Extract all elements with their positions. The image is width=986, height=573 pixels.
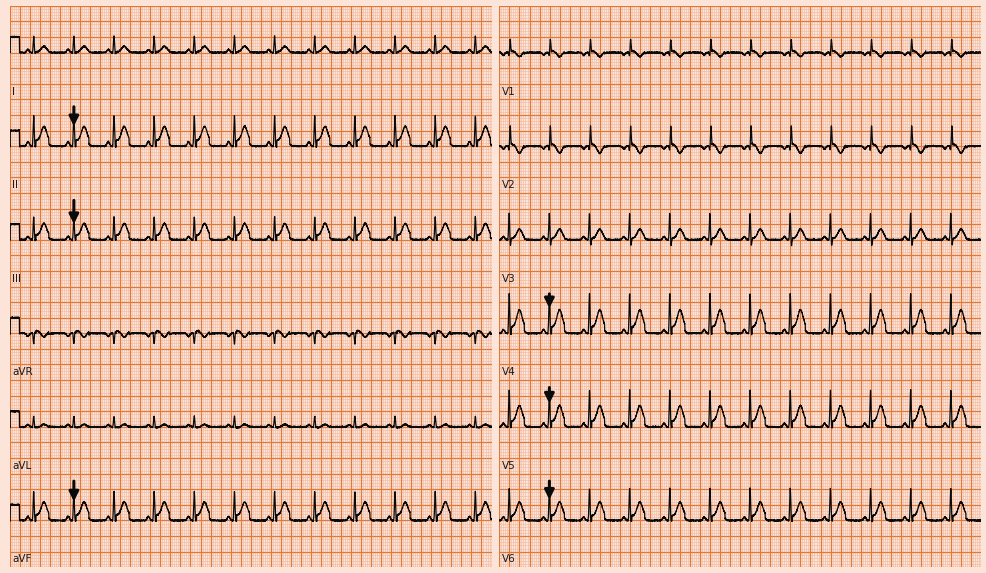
Text: V3: V3 — [502, 274, 516, 284]
Text: aVF: aVF — [12, 555, 32, 564]
Text: V4: V4 — [502, 367, 516, 377]
Text: V2: V2 — [502, 180, 516, 190]
Text: V6: V6 — [502, 555, 516, 564]
Text: aVR: aVR — [12, 367, 33, 377]
Text: II: II — [12, 180, 19, 190]
Text: V5: V5 — [502, 461, 516, 471]
Text: V1: V1 — [502, 87, 516, 96]
Text: aVL: aVL — [12, 461, 32, 471]
Text: I: I — [12, 87, 15, 96]
Text: III: III — [12, 274, 22, 284]
